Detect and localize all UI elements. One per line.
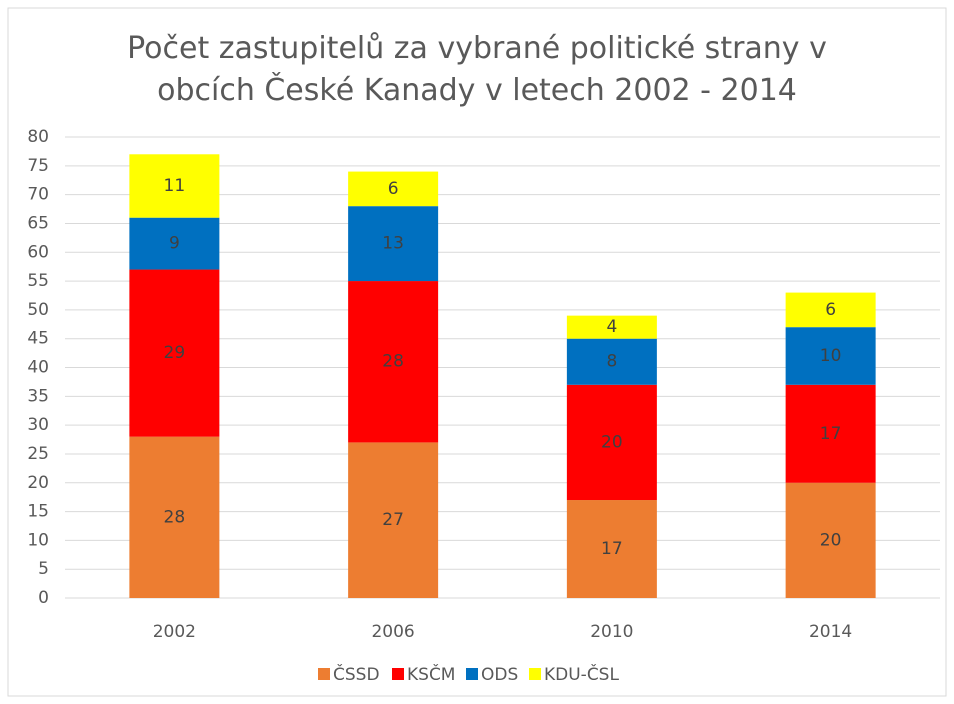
data-label: 17 xyxy=(601,539,623,559)
bar-segment xyxy=(129,154,220,218)
x-tick-label: 2006 xyxy=(371,622,414,642)
y-tick-label: 5 xyxy=(38,559,49,579)
bar-segment xyxy=(348,281,439,443)
bar-segment xyxy=(785,327,876,385)
data-label: 20 xyxy=(820,530,842,550)
legend-swatch xyxy=(318,668,330,680)
data-label: 4 xyxy=(606,317,617,337)
chart-title: Počet zastupitelů za vybrané politické s… xyxy=(127,31,827,108)
data-label: 28 xyxy=(382,352,404,372)
bar-segment xyxy=(348,171,439,207)
legend-label: KDU-ČSL xyxy=(544,663,619,685)
x-tick-label: 2002 xyxy=(153,622,196,642)
y-tick-label: 50 xyxy=(27,300,49,320)
bar-segment xyxy=(566,500,657,598)
y-tick-label: 75 xyxy=(27,156,49,176)
y-tick-label: 55 xyxy=(27,271,49,291)
y-tick-label: 70 xyxy=(27,185,49,205)
chart-border xyxy=(7,7,947,697)
bar-segment xyxy=(129,217,220,270)
y-tick-label: 25 xyxy=(27,444,49,464)
data-label: 28 xyxy=(164,507,186,527)
data-label: 13 xyxy=(382,234,404,254)
y-tick-label: 35 xyxy=(27,386,49,406)
bar-segment xyxy=(129,436,220,598)
data-label: 6 xyxy=(825,300,836,320)
bar-segment xyxy=(129,269,220,437)
legend-swatch xyxy=(529,668,541,680)
data-label: 10 xyxy=(820,346,842,366)
y-tick-label: 10 xyxy=(27,530,49,550)
legend-swatch xyxy=(466,668,478,680)
y-tick-label: 65 xyxy=(27,213,49,233)
legend-swatch xyxy=(392,668,404,680)
bar-segment xyxy=(566,338,657,385)
bar-segment xyxy=(785,482,876,598)
y-tick-label: 0 xyxy=(38,588,49,608)
legend-label: KSČM xyxy=(407,663,455,685)
y-tick-label: 20 xyxy=(27,473,49,493)
data-label: 27 xyxy=(382,510,404,530)
data-label: 6 xyxy=(388,179,399,199)
bar-segment xyxy=(566,384,657,501)
bar-segment xyxy=(566,315,657,339)
bar-segment xyxy=(785,292,876,328)
bar-segment xyxy=(348,442,439,598)
y-tick-label: 40 xyxy=(27,358,49,378)
data-label: 8 xyxy=(606,352,617,372)
data-label: 11 xyxy=(164,176,186,196)
y-tick-label: 15 xyxy=(27,502,49,522)
bar-segment xyxy=(348,206,439,282)
y-tick-label: 30 xyxy=(27,415,49,435)
data-label: 20 xyxy=(601,432,623,452)
y-tick-label: 45 xyxy=(27,329,49,349)
y-tick-label: 80 xyxy=(27,127,49,147)
y-tick-label: 60 xyxy=(27,242,49,262)
x-tick-label: 2014 xyxy=(809,622,852,642)
data-label: 9 xyxy=(169,234,180,254)
x-tick-label: 2010 xyxy=(590,622,633,642)
data-label: 29 xyxy=(164,343,186,363)
data-label: 17 xyxy=(820,424,842,444)
legend-label: ODS xyxy=(481,665,518,685)
legend-label: ČSSD xyxy=(333,663,380,685)
bar-segment xyxy=(785,384,876,483)
